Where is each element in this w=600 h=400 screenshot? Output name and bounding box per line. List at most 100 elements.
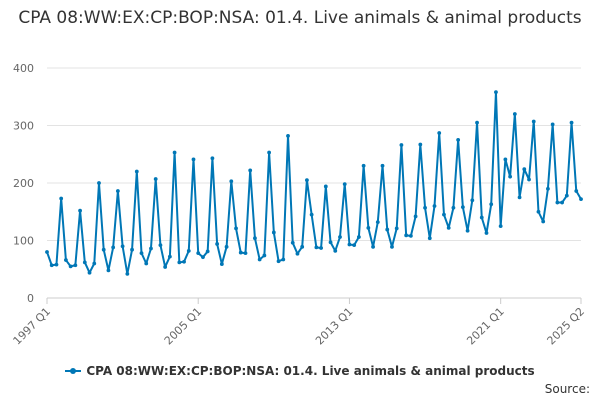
data-point[interactable] bbox=[390, 244, 394, 249]
data-point[interactable] bbox=[309, 212, 314, 217]
data-point[interactable] bbox=[319, 246, 323, 250]
data-point[interactable] bbox=[257, 257, 262, 262]
data-point[interactable] bbox=[356, 235, 361, 239]
data-point[interactable] bbox=[494, 90, 498, 95]
data-point[interactable] bbox=[238, 250, 243, 255]
data-point[interactable] bbox=[68, 264, 73, 269]
data-point[interactable] bbox=[224, 244, 229, 249]
data-point[interactable] bbox=[522, 167, 527, 172]
data-point[interactable] bbox=[290, 240, 295, 245]
data-point[interactable] bbox=[182, 259, 186, 264]
data-point[interactable] bbox=[418, 142, 423, 147]
data-point[interactable] bbox=[423, 205, 427, 210]
data-point[interactable] bbox=[456, 137, 461, 142]
data-point[interactable] bbox=[479, 215, 484, 220]
data-point[interactable] bbox=[153, 177, 158, 181]
data-point[interactable] bbox=[210, 156, 215, 161]
data-point[interactable] bbox=[139, 251, 144, 256]
data-point[interactable] bbox=[92, 261, 97, 266]
data-point[interactable] bbox=[300, 244, 305, 249]
data-point[interactable] bbox=[427, 236, 432, 241]
data-point[interactable] bbox=[167, 254, 172, 259]
data-point[interactable] bbox=[73, 263, 78, 268]
data-point[interactable] bbox=[219, 262, 224, 266]
data-point[interactable] bbox=[437, 131, 442, 135]
data-point[interactable] bbox=[177, 260, 182, 265]
data-point[interactable] bbox=[550, 122, 555, 127]
data-point[interactable] bbox=[342, 182, 347, 187]
data-point[interactable] bbox=[205, 249, 210, 254]
data-point[interactable] bbox=[385, 227, 390, 232]
data-point[interactable] bbox=[371, 244, 375, 249]
data-point[interactable] bbox=[271, 230, 276, 235]
data-point[interactable] bbox=[560, 200, 564, 205]
data-point[interactable] bbox=[97, 181, 101, 185]
data-point[interactable] bbox=[527, 177, 531, 182]
data-point[interactable] bbox=[503, 157, 508, 162]
data-point[interactable] bbox=[394, 226, 399, 231]
data-point[interactable] bbox=[404, 233, 409, 238]
data-point[interactable] bbox=[286, 133, 290, 138]
data-point[interactable] bbox=[229, 179, 234, 184]
data-point[interactable] bbox=[328, 240, 333, 245]
data-point[interactable] bbox=[101, 247, 106, 252]
data-point[interactable] bbox=[338, 235, 342, 239]
data-point[interactable] bbox=[186, 248, 191, 253]
data-point[interactable] bbox=[366, 225, 371, 230]
data-point[interactable] bbox=[106, 268, 111, 273]
data-point[interactable] bbox=[276, 259, 281, 264]
data-point[interactable] bbox=[352, 243, 357, 248]
data-point[interactable] bbox=[49, 263, 54, 268]
data-point[interactable] bbox=[347, 242, 352, 247]
data-point[interactable] bbox=[130, 247, 134, 252]
data-point[interactable] bbox=[333, 248, 338, 253]
legend[interactable]: CPA 08:WW:EX:CP:BOP:NSA: 01.4. Live anim… bbox=[0, 364, 600, 378]
data-point[interactable] bbox=[253, 236, 257, 241]
data-point[interactable] bbox=[248, 168, 253, 173]
data-point[interactable] bbox=[191, 157, 196, 162]
data-point[interactable] bbox=[243, 251, 248, 256]
data-point[interactable] bbox=[267, 150, 272, 155]
data-point[interactable] bbox=[361, 163, 366, 168]
data-point[interactable] bbox=[201, 255, 205, 260]
data-point[interactable] bbox=[380, 163, 385, 168]
data-point[interactable] bbox=[305, 178, 309, 183]
data-point[interactable] bbox=[163, 265, 168, 269]
data-point[interactable] bbox=[87, 270, 92, 275]
data-point[interactable] bbox=[125, 271, 130, 276]
data-point[interactable] bbox=[234, 226, 238, 231]
data-point[interactable] bbox=[78, 208, 82, 213]
data-point[interactable] bbox=[172, 150, 177, 155]
data-point[interactable] bbox=[475, 120, 479, 125]
data-point[interactable] bbox=[408, 234, 413, 238]
data-point[interactable] bbox=[215, 242, 220, 246]
data-point[interactable] bbox=[512, 112, 517, 116]
data-point[interactable] bbox=[536, 209, 541, 214]
data-point[interactable] bbox=[508, 174, 513, 179]
data-point[interactable] bbox=[517, 195, 522, 200]
data-point[interactable] bbox=[295, 251, 300, 256]
data-point[interactable] bbox=[281, 257, 286, 262]
data-point[interactable] bbox=[470, 198, 475, 203]
data-point[interactable] bbox=[451, 205, 456, 210]
data-point[interactable] bbox=[375, 220, 380, 225]
data-point[interactable] bbox=[460, 205, 465, 210]
data-point[interactable] bbox=[54, 262, 59, 267]
data-point[interactable] bbox=[498, 224, 503, 229]
data-point[interactable] bbox=[579, 197, 583, 202]
data-point[interactable] bbox=[262, 253, 267, 258]
data-point[interactable] bbox=[541, 219, 546, 224]
data-point[interactable] bbox=[144, 261, 149, 266]
data-point[interactable] bbox=[59, 196, 64, 201]
data-point[interactable] bbox=[413, 214, 418, 219]
data-point[interactable] bbox=[64, 258, 68, 262]
data-point[interactable] bbox=[82, 260, 87, 265]
data-point[interactable] bbox=[314, 245, 319, 250]
data-point[interactable] bbox=[574, 189, 579, 193]
data-point[interactable] bbox=[120, 244, 125, 249]
data-point[interactable] bbox=[555, 200, 560, 205]
data-point[interactable] bbox=[446, 225, 451, 230]
data-point[interactable] bbox=[158, 243, 163, 248]
data-point[interactable] bbox=[432, 204, 437, 208]
data-point[interactable] bbox=[111, 245, 116, 250]
